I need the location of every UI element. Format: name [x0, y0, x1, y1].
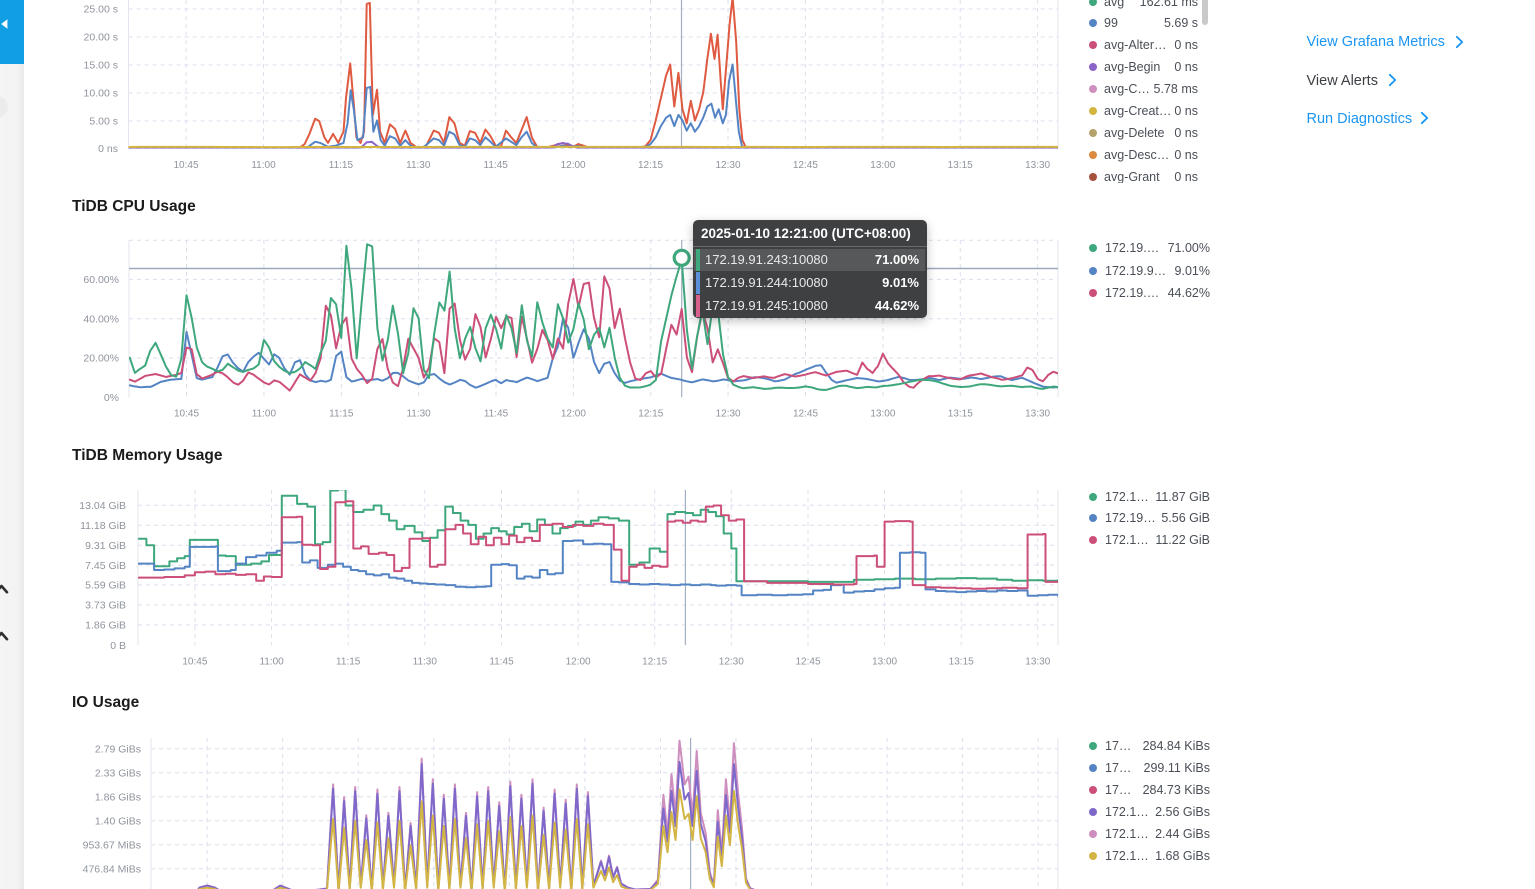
svg-text:10.00 s: 10.00 s	[84, 88, 118, 100]
svg-text:13:00: 13:00	[872, 657, 897, 668]
svg-text:10:45: 10:45	[173, 160, 198, 171]
svg-text:5.00 s: 5.00 s	[89, 116, 118, 128]
svg-text:13:30: 13:30	[1025, 160, 1050, 171]
svg-text:1.40 GiBs: 1.40 GiBs	[95, 816, 141, 828]
svg-text:12:30: 12:30	[715, 160, 740, 171]
svg-text:12:00: 12:00	[561, 160, 586, 171]
svg-text:2.79 GiBs: 2.79 GiBs	[95, 744, 141, 756]
svg-text:11:45: 11:45	[484, 160, 509, 171]
svg-text:13:30: 13:30	[1025, 657, 1050, 668]
svg-text:12:45: 12:45	[793, 160, 818, 171]
svg-text:13:00: 13:00	[870, 409, 895, 420]
svg-text:15.00 s: 15.00 s	[84, 60, 118, 72]
svg-text:11:15: 11:15	[329, 160, 354, 171]
svg-text:9.31 GiB: 9.31 GiB	[85, 540, 126, 552]
svg-text:13.04 GiB: 13.04 GiB	[79, 500, 126, 512]
svg-text:11:45: 11:45	[489, 657, 514, 668]
svg-text:13:15: 13:15	[949, 657, 974, 668]
svg-text:12:15: 12:15	[642, 657, 667, 668]
svg-text:476.84 MiBs: 476.84 MiBs	[83, 864, 141, 876]
svg-text:12:30: 12:30	[716, 409, 741, 420]
svg-text:20.00 s: 20.00 s	[84, 32, 118, 44]
svg-text:0 ns: 0 ns	[98, 143, 118, 155]
svg-text:11:30: 11:30	[406, 409, 431, 420]
svg-text:3.73 GiB: 3.73 GiB	[85, 600, 126, 612]
svg-text:1.86 GiBs: 1.86 GiBs	[95, 792, 141, 804]
svg-text:12:30: 12:30	[719, 657, 744, 668]
svg-text:11.18 GiB: 11.18 GiB	[80, 520, 126, 532]
svg-text:12:00: 12:00	[566, 657, 591, 668]
svg-text:11:15: 11:15	[336, 657, 361, 668]
svg-text:40.00%: 40.00%	[83, 313, 119, 325]
svg-text:1.86 GiB: 1.86 GiB	[85, 620, 126, 632]
svg-text:13:30: 13:30	[1025, 409, 1050, 420]
svg-text:20.00%: 20.00%	[83, 353, 119, 365]
svg-text:11:45: 11:45	[484, 409, 509, 420]
svg-text:12:00: 12:00	[561, 409, 586, 420]
svg-text:0%: 0%	[104, 392, 119, 404]
svg-text:11:00: 11:00	[252, 409, 277, 420]
svg-text:25.00 s: 25.00 s	[84, 4, 118, 16]
svg-text:13:15: 13:15	[948, 160, 973, 171]
svg-text:12:45: 12:45	[795, 657, 820, 668]
svg-text:10:45: 10:45	[182, 657, 207, 668]
svg-text:0 B: 0 B	[110, 640, 126, 652]
svg-text:13:00: 13:00	[870, 160, 895, 171]
svg-text:11:00: 11:00	[259, 657, 284, 668]
svg-text:7.45 GiB: 7.45 GiB	[85, 560, 126, 572]
svg-text:11:30: 11:30	[413, 657, 438, 668]
svg-text:2.33 GiBs: 2.33 GiBs	[95, 768, 141, 780]
svg-text:60.00%: 60.00%	[83, 274, 119, 286]
svg-text:11:15: 11:15	[329, 409, 354, 420]
svg-text:12:45: 12:45	[793, 409, 818, 420]
svg-text:11:30: 11:30	[406, 160, 431, 171]
svg-text:12:15: 12:15	[638, 409, 663, 420]
svg-text:12:15: 12:15	[638, 160, 663, 171]
svg-text:10:45: 10:45	[174, 409, 199, 420]
svg-text:11:00: 11:00	[251, 160, 276, 171]
svg-text:953.67 MiBs: 953.67 MiBs	[83, 840, 141, 852]
svg-text:5.59 GiB: 5.59 GiB	[85, 580, 126, 592]
svg-text:13:15: 13:15	[948, 409, 973, 420]
